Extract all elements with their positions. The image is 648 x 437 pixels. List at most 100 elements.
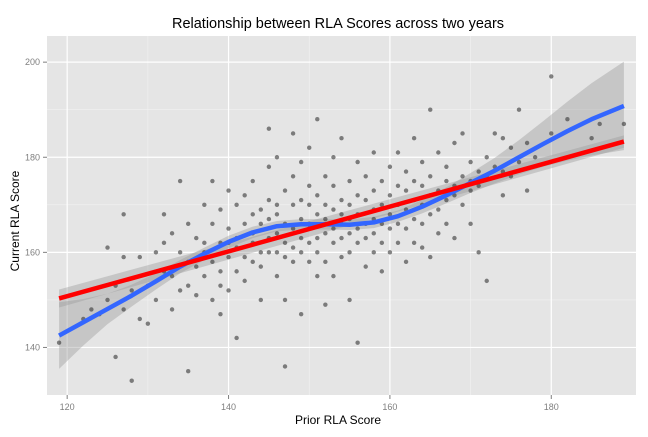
scatter-point [202,240,207,246]
scatter-point [242,254,247,260]
scatter-point [331,155,336,160]
scatter-point [153,250,159,255]
scatter-point [484,155,489,160]
scatter-point [258,221,264,227]
scatter-point [411,216,417,222]
scatter-point [298,197,304,203]
scatter-point [339,235,344,241]
scatter-point [242,193,247,198]
scatter-point [419,221,425,227]
scatter-point [331,207,336,212]
scatter-point [129,288,134,293]
scatter-point [436,150,441,155]
scatter-point [226,254,231,260]
scatter-point [355,340,360,345]
scatter-point [266,164,272,169]
scatter-point [516,159,522,165]
scatter-point [290,202,296,207]
scatter-point [363,174,368,179]
scatter-point [476,183,481,188]
scatter-point [282,364,288,369]
scatter-point [282,188,288,193]
scatter-point [403,259,409,265]
scatter-point [298,235,304,241]
scatter-point [395,183,401,188]
scatter-point [355,193,360,198]
scatter-point [161,240,167,246]
scatter-point [137,316,142,322]
scatter-point [387,164,393,169]
y-tick-label: 160 [25,247,40,257]
scatter-point [315,235,320,241]
scatter-point [395,150,401,155]
scatter-point [476,250,481,255]
scatter-point [411,178,417,184]
scatter-point [266,250,272,255]
x-tick-label: 160 [382,402,397,412]
scatter-point [516,107,522,112]
scatter-point [194,292,199,298]
y-tick-label: 140 [25,342,40,352]
scatter-point [307,145,312,150]
scatter-point [452,140,457,146]
scatter-point [210,259,215,265]
scatter-point [234,269,239,274]
scatter-point [290,174,296,179]
scatter-point [323,202,328,207]
scatter-point [202,202,207,207]
scatter-point [258,207,264,212]
scatter-point [500,193,506,198]
scatter-point [169,273,175,279]
scatter-point [56,340,62,345]
scatter-point [290,259,296,265]
scatter-point [379,202,385,207]
y-axis-label: Current RLA Score [8,170,22,271]
scatter-point [274,273,280,279]
scatter-point [194,264,199,269]
scatter-point [153,297,159,303]
scatter-point [379,178,385,184]
scatter-point [347,231,352,236]
scatter-point [363,235,368,241]
y-tick-label: 180 [25,152,40,162]
scatter-point [169,231,175,236]
scatter-point [347,178,352,184]
scatter-point [428,107,433,112]
scatter-point [403,226,409,231]
scatter-point [258,250,264,255]
scatter-point [468,188,473,193]
scatter-point [371,231,376,236]
scatter-point [395,240,401,246]
scatter-point [323,259,328,265]
scatter-point [218,311,223,317]
x-tick-label: 180 [544,402,559,412]
scatter-point [250,212,255,217]
scatter-point [331,183,336,188]
scatter-point [444,197,449,203]
scatter-point [565,117,570,122]
scatter-point [177,250,183,255]
scatter-point [105,297,110,303]
scatter-point [315,250,320,255]
scatter-point [307,259,312,265]
scatter-point [323,302,328,307]
scatter-point [258,297,264,303]
scatter-point [347,250,352,255]
scatter-point [395,221,401,227]
scatter-point [121,212,126,217]
scatter-point [524,188,530,193]
scatter-point [282,254,288,260]
scatter-point [315,212,320,217]
scatter-point [218,207,223,212]
scatter-point [226,188,231,193]
scatter-point [307,183,312,188]
scatter-point [282,297,288,303]
scatter-point [460,131,465,136]
scatter-point [186,283,191,288]
scatter-point [468,221,473,227]
scatter-point [379,240,385,246]
scatter-point [307,240,312,246]
scatter-point [428,254,433,260]
scatter-point [307,202,312,207]
